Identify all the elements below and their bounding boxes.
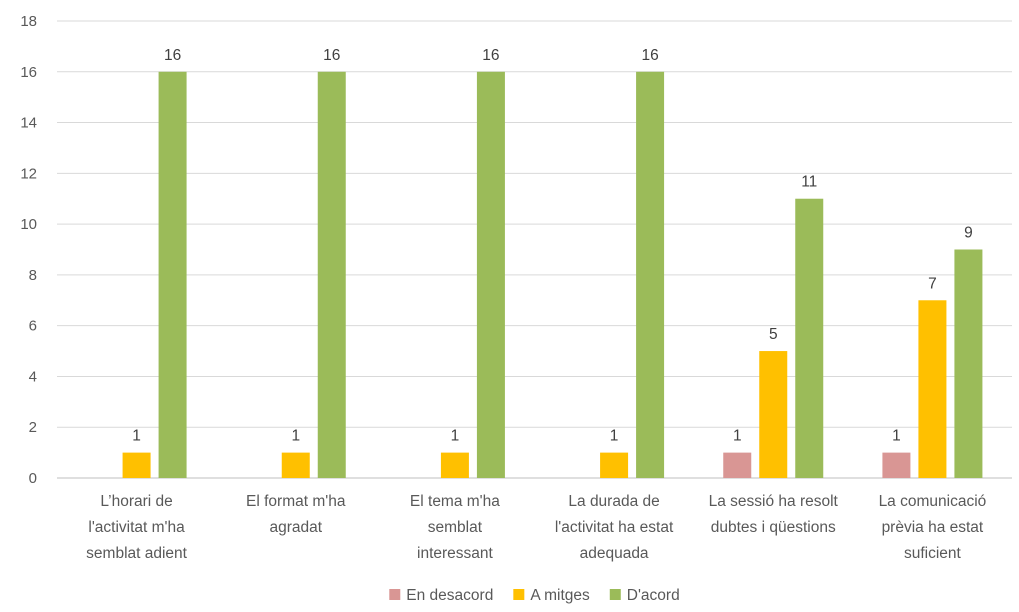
bar [122,452,151,478]
gridlines [57,20,1012,479]
bar [636,71,665,479]
y-tick-label: 16 [20,64,37,81]
y-tick-label: 14 [20,115,37,132]
data-label: 11 [801,174,817,191]
data-label: 16 [641,47,658,64]
data-label: 1 [610,428,619,445]
x-tick-label: La comunicació prèvia ha estat suficient [879,493,987,562]
y-tick-label: 18 [20,13,37,30]
bars [122,71,983,479]
bar [759,351,788,478]
data-label: 1 [733,428,742,445]
legend-label: A mitges [530,587,590,604]
y-tick-label: 2 [29,419,37,436]
legend: En desacord A mitges D'acord [389,587,680,604]
legend-swatch [609,589,621,600]
data-label: 7 [928,275,937,292]
legend-swatch [513,589,525,600]
data-label: 5 [769,326,778,343]
bar [440,452,469,478]
bar [954,249,983,478]
x-axis: L’horari de l'activitat m'ha semblat adien… [86,493,986,562]
y-tick-label: 12 [20,165,37,182]
x-tick-label: L’horari de l'activitat m'ha semblat adien… [86,493,188,562]
y-tick-label: 8 [29,267,37,284]
data-label: 1 [892,428,901,445]
bar [600,452,629,478]
y-tick-label: 4 [29,368,37,385]
x-tick-label: La durada de l'activitat ha estat adequada [555,493,674,562]
x-tick-label: El tema m'ha semblat interessant [410,493,500,562]
data-label: 1 [291,428,300,445]
legend-label: D'acord [627,587,680,604]
bar [281,452,310,478]
bar [882,452,911,478]
data-label: 16 [164,47,181,64]
bar [795,198,824,478]
bar [158,71,187,479]
y-tick-label: 6 [29,318,37,335]
data-label: 9 [964,225,973,242]
data-label: 1 [451,428,460,445]
data-label: 1 [132,428,141,445]
bar [723,452,752,478]
x-tick-label: La sessió ha resolt dubtes i qüestions [709,493,839,536]
bar [476,71,505,479]
data-label: 16 [323,47,340,64]
legend-swatch [389,589,401,600]
bar [317,71,346,479]
bar [918,300,947,478]
legend-label: En desacord [406,587,493,604]
y-axis: 0 2 4 6 8 10 12 14 16 18 [20,13,37,487]
x-tick-label: El format m'ha agradat [246,493,346,536]
y-tick-label: 10 [20,216,37,233]
y-tick-label: 0 [29,470,37,487]
data-label: 16 [482,47,499,64]
